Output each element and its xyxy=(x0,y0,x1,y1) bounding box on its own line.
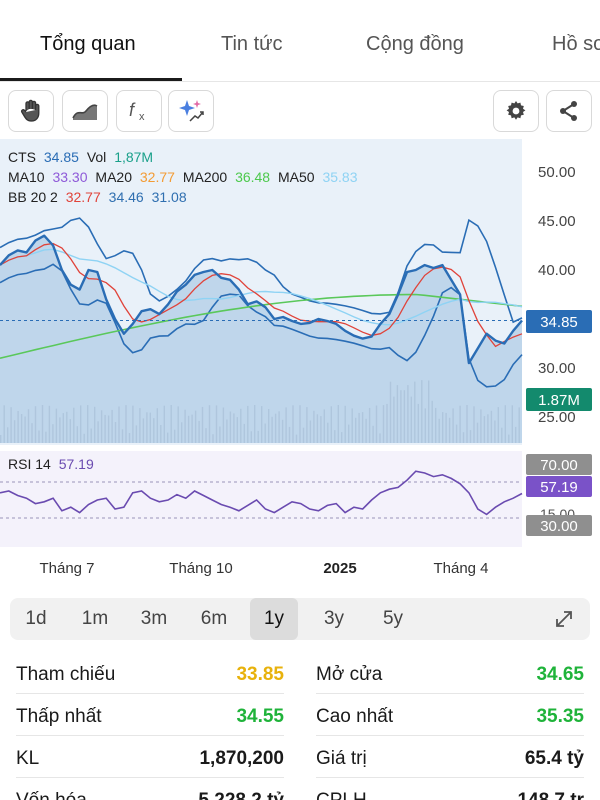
settings-button[interactable] xyxy=(493,90,539,132)
svg-text:f: f xyxy=(129,100,136,120)
svg-text:1.87M: 1.87M xyxy=(538,392,580,409)
stat-shares-outstanding: CPLH 148.7 tr xyxy=(316,778,584,800)
price-line xyxy=(0,234,523,365)
x-tick-apr: Tháng 4 xyxy=(433,560,488,577)
function-icon: f x xyxy=(129,100,145,123)
stats-row: Thấp nhất 34.55 Cao nhất 35.35 xyxy=(0,694,600,736)
svg-text:30.00: 30.00 xyxy=(540,518,578,535)
price-area xyxy=(0,235,522,443)
x-tick-jul: Tháng 7 xyxy=(39,560,94,577)
svg-text:70.00: 70.00 xyxy=(540,457,578,474)
stat-value: 148.7 tr xyxy=(517,790,584,800)
stat-reference: Tham chiếu 33.85 xyxy=(16,652,284,694)
hand-pointer-icon xyxy=(21,99,40,122)
active-tab-indicator xyxy=(0,78,182,81)
legend-bb: BB 20 2 32.77 34.46 31.08 xyxy=(8,189,187,205)
stat-label: Tham chiếu xyxy=(16,664,116,685)
stat-value: 1,870,200 xyxy=(199,748,284,769)
y-tick-label: 30.00 xyxy=(538,360,576,377)
y-tick-label: 50.00 xyxy=(538,164,576,181)
volume-tag: 1.87M xyxy=(526,388,592,411)
stat-low: Thấp nhất 34.55 xyxy=(16,694,284,736)
stat-value: 33.85 xyxy=(236,664,284,685)
svg-text:34.85: 34.85 xyxy=(540,314,578,331)
rsi-line xyxy=(0,470,523,516)
stats-row: KL 1,870,200 Giá trị 65.4 tỷ xyxy=(0,736,600,778)
range-1m-button[interactable]: 1m xyxy=(81,608,109,629)
range-selector: 1d 1m 3m 6m 1y 3y 5y xyxy=(10,598,590,640)
svg-text:57.19: 57.19 xyxy=(540,479,578,496)
y-tick-label: 40.00 xyxy=(538,262,576,279)
tab-profile[interactable]: Hồ sơ xyxy=(552,33,600,55)
area-chart-icon xyxy=(72,104,98,120)
gear-icon xyxy=(506,101,526,120)
range-1d-button[interactable]: 1d xyxy=(25,608,47,629)
bb-upper-band xyxy=(0,217,523,324)
share-button[interactable] xyxy=(546,90,592,132)
stat-label: Thấp nhất xyxy=(16,706,102,727)
y-tick-label: 45.00 xyxy=(538,213,576,230)
stat-label: Cao nhất xyxy=(316,706,394,727)
price-chart[interactable]: CTS 34.85 Vol 1,87M MA10 33.30 MA20 32.7… xyxy=(0,137,600,587)
stat-value: 34.55 xyxy=(236,706,284,727)
rsi-value-tag: 57.19 xyxy=(526,476,592,497)
stat-open: Mở cửa 34.65 xyxy=(316,652,584,694)
tab-news[interactable]: Tin tức xyxy=(221,33,283,55)
chart-toolbar: f x xyxy=(0,90,600,134)
stat-label: KL xyxy=(16,748,40,769)
ai-analysis-button[interactable] xyxy=(168,90,214,132)
stat-value-traded: Giá trị 65.4 tỷ xyxy=(316,736,584,778)
share-icon xyxy=(560,101,577,121)
price-tag: 34.85 xyxy=(526,310,592,333)
rsi-tag-30: 30.00 xyxy=(526,515,592,536)
stats-row: Vốn hóa 5,228.2 tỷ CPLH 148.7 tr xyxy=(0,778,600,800)
svg-text:x: x xyxy=(139,111,145,123)
hand-pointer-button[interactable] xyxy=(8,90,54,132)
tab-community[interactable]: Cộng đồng xyxy=(366,33,464,55)
range-5y-button[interactable]: 5y xyxy=(382,608,404,629)
rsi-tag-70: 70.00 xyxy=(526,454,592,475)
stat-value: 5,228.2 tỷ xyxy=(198,790,284,800)
ma50-line xyxy=(0,248,523,326)
stat-label: Vốn hóa xyxy=(16,790,87,800)
x-tick-2025: 2025 xyxy=(323,560,356,577)
stat-label: CPLH xyxy=(316,790,367,800)
stat-high: Cao nhất 35.35 xyxy=(316,694,584,736)
stat-volume: KL 1,870,200 xyxy=(16,736,284,778)
stat-market-cap: Vốn hóa 5,228.2 tỷ xyxy=(16,778,284,800)
stat-value: 65.4 tỷ xyxy=(524,748,584,769)
indicator-button[interactable]: f x xyxy=(116,90,162,132)
bb-lower-band xyxy=(0,263,523,388)
chart-type-button[interactable] xyxy=(62,90,108,132)
tab-overview[interactable]: Tổng quan xyxy=(40,33,136,55)
expand-icon xyxy=(556,611,572,627)
rsi-panel-bg xyxy=(0,451,522,547)
tab-bar: Tổng quan Tin tức Cộng đồng Hồ sơ xyxy=(0,0,600,82)
legend-ma: MA10 33.30 MA20 32.77 MA200 36.48 MA50 3… xyxy=(8,169,358,185)
legend-rsi: RSI 14 57.19 xyxy=(8,456,94,472)
expand-button[interactable] xyxy=(540,598,588,640)
range-6m-button[interactable]: 6m xyxy=(200,608,228,629)
range-1y-button[interactable]: 1y xyxy=(250,598,298,640)
y-tick-label: 25.00 xyxy=(538,409,576,426)
stat-value: 35.35 xyxy=(536,706,584,727)
legend-line-1: CTS 34.85 Vol 1,87M xyxy=(8,149,153,165)
stat-label: Mở cửa xyxy=(316,664,383,685)
x-tick-oct: Tháng 10 xyxy=(169,560,232,577)
stats-row: Tham chiếu 33.85 Mở cửa 34.65 xyxy=(0,652,600,694)
stat-value: 34.65 xyxy=(536,664,584,685)
range-3y-button[interactable]: 3y xyxy=(323,608,345,629)
range-3m-button[interactable]: 3m xyxy=(140,608,168,629)
sparkle-icon xyxy=(179,100,204,122)
stat-label: Giá trị xyxy=(316,748,367,769)
